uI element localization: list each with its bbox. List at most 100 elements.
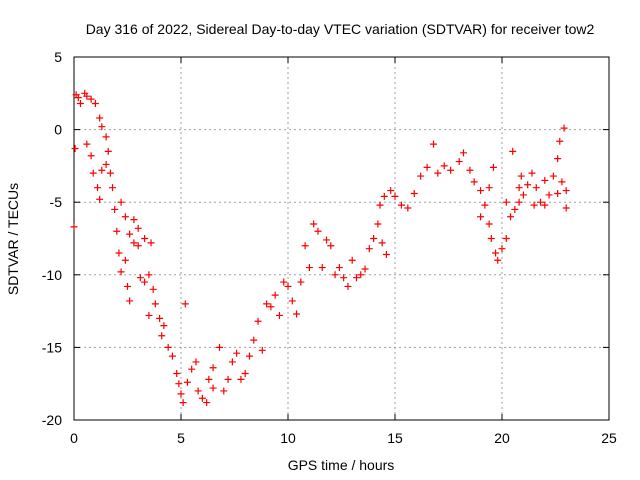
data-point <box>141 235 149 242</box>
data-point <box>83 140 91 148</box>
data-point <box>87 95 95 103</box>
y-tick-label: -15 <box>42 339 62 355</box>
data-point <box>293 310 301 318</box>
data-point <box>205 375 213 383</box>
data-point <box>177 390 185 398</box>
data-point <box>102 133 110 141</box>
data-point <box>115 249 123 257</box>
data-point <box>494 256 502 264</box>
data-point <box>455 158 463 166</box>
data-point <box>331 271 339 279</box>
data-point <box>156 314 164 322</box>
data-point <box>275 311 283 319</box>
data-point <box>96 114 104 122</box>
data-point <box>124 282 131 290</box>
data-point <box>511 205 519 213</box>
data-point <box>121 213 129 221</box>
data-point <box>258 346 266 354</box>
data-point <box>149 285 157 293</box>
data-point <box>145 271 153 279</box>
data-point <box>237 375 245 383</box>
data-point <box>117 198 125 206</box>
data-point <box>209 364 217 372</box>
data-point <box>470 178 478 186</box>
data-point <box>136 274 144 282</box>
data-point <box>502 198 510 206</box>
x-axis-label: GPS time / hours <box>288 457 395 473</box>
data-points <box>70 89 570 407</box>
y-tick-label: 5 <box>54 49 62 65</box>
data-point <box>164 343 172 351</box>
data-point <box>434 169 442 177</box>
data-point <box>376 201 384 209</box>
data-point <box>89 169 97 177</box>
data-point <box>263 300 271 308</box>
data-point <box>528 169 536 177</box>
data-point <box>305 264 313 272</box>
data-point <box>83 92 91 100</box>
data-point <box>134 242 142 250</box>
data-point <box>98 123 106 131</box>
data-point <box>440 162 448 170</box>
data-point <box>173 370 181 378</box>
data-point <box>492 249 500 257</box>
data-point <box>126 297 134 305</box>
data-point <box>117 268 125 276</box>
y-axis-ticks: 5 0 -5 -10 -15 -20 <box>42 49 609 428</box>
data-point <box>284 282 292 290</box>
data-point <box>466 166 474 174</box>
data-point <box>318 264 326 272</box>
data-point <box>250 336 258 344</box>
data-point <box>267 303 275 311</box>
plot-frame <box>73 56 610 421</box>
data-point <box>507 213 515 221</box>
data-point <box>423 163 431 171</box>
data-point <box>352 274 360 282</box>
data-point <box>111 205 119 213</box>
data-point <box>361 265 369 273</box>
data-point <box>71 144 79 152</box>
data-point <box>87 152 95 160</box>
data-point <box>562 187 570 195</box>
data-point <box>188 365 196 373</box>
data-point <box>130 239 138 247</box>
x-tick-label: 0 <box>70 430 78 446</box>
data-point <box>130 216 138 224</box>
data-point <box>323 236 331 244</box>
data-point <box>160 322 168 330</box>
data-point <box>485 184 493 192</box>
data-point <box>562 204 570 212</box>
data-point <box>209 384 217 392</box>
data-point <box>198 394 206 402</box>
data-point <box>410 189 418 197</box>
data-point <box>254 317 262 325</box>
data-point <box>179 399 187 407</box>
data-point <box>344 282 352 290</box>
data-point <box>224 375 232 383</box>
data-point <box>113 227 121 235</box>
data-point <box>447 166 455 174</box>
data-point <box>556 137 564 145</box>
data-point <box>554 189 562 197</box>
data-point <box>430 140 438 148</box>
data-point <box>121 256 129 264</box>
data-point <box>106 169 114 177</box>
data-point <box>348 256 356 264</box>
y-tick-label: -20 <box>42 412 62 428</box>
data-point <box>297 278 305 286</box>
data-point <box>203 399 211 407</box>
data-point <box>541 176 549 184</box>
data-point <box>374 220 382 228</box>
data-point <box>530 201 538 209</box>
data-point <box>271 291 279 299</box>
data-point <box>519 191 527 199</box>
data-point <box>288 297 296 305</box>
data-point <box>314 227 322 235</box>
data-point <box>194 387 202 395</box>
data-point <box>147 239 155 247</box>
data-point <box>145 311 153 319</box>
data-point <box>517 172 525 180</box>
data-point <box>96 195 104 203</box>
x-tick-label: 20 <box>494 430 510 446</box>
